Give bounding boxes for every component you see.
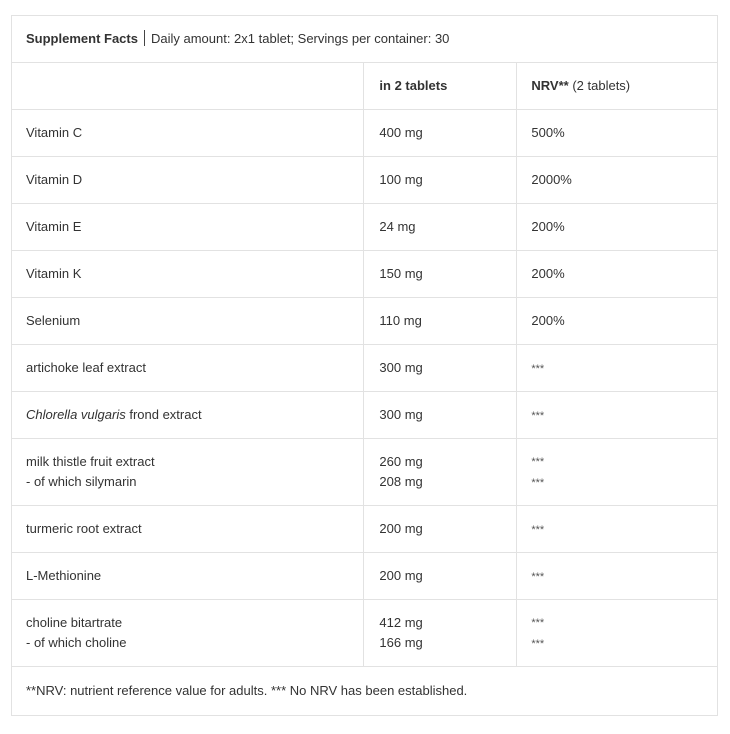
amount-value: 260 mg [379,454,423,469]
nrv-value: *** [531,456,545,468]
nrv-value: *** [531,409,545,422]
nrv-cell: 2000% [516,156,718,204]
ingredient-cell: turmeric root extract [10,505,365,553]
table-row: Vitamin C 400 mg 500% [10,109,718,157]
table-header-row: Supplement Facts Daily amount: 2x1 tablet… [11,15,718,63]
amount-cell: 110 mg [363,297,518,345]
table-row: artichoke leaf extract 300 mg *** [10,344,718,392]
amount-cell: 100 mg [363,156,518,204]
amount-cell: 150 mg [363,250,518,298]
ingredient-cell: L-Methionine [10,552,365,600]
nrv-cell: *** [516,344,718,392]
ingredient-name: choline bitartrate [26,615,123,630]
amount-cell: 200 mg [363,505,518,553]
supplement-facts-table: Supplement Facts Daily amount: 2x1 tablet… [10,15,718,716]
nrv-value: *** [531,617,545,629]
amount-value: 100 mg [379,172,423,187]
amount-value: 110 mg [379,313,422,328]
nrv-value: *** [531,477,545,489]
nrv-cell: 200% [516,203,718,251]
amount-value: 412 mg [379,615,423,630]
table-row: milk thistle fruit extract - of which sil… [10,438,718,506]
nrv-value: 200% [531,219,565,234]
nrv-cell: 200% [516,297,718,345]
nrv-cell: *** [516,505,718,553]
ingredient-name: Vitamin E [26,219,82,234]
table-subtitle: Daily amount: 2x1 tablet; Servings per c… [150,31,450,46]
ingredient-name-italic: Chlorella vulgaris [26,407,126,422]
amount-value: 166 mg [379,635,423,650]
column-header-nrv: NRV** (2 tablets) [516,62,718,110]
nrv-cell: *** [516,391,718,439]
ingredient-name: Vitamin K [26,266,82,281]
table-row: turmeric root extract 200 mg *** [10,505,718,553]
amount-cell: 300 mg [363,391,518,439]
amount-value: 24 mg [379,219,416,234]
table-caption: Supplement Facts Daily amount: 2x1 tablet… [11,15,718,63]
ingredient-name: Vitamin C [26,125,83,140]
amount-cell: 24 mg [363,203,518,251]
ingredient-cell: artichoke leaf extract [10,344,365,392]
nrv-value: *** [531,638,545,650]
ingredient-cell: Selenium [10,297,365,345]
ingredient-cell: Vitamin K [10,250,365,298]
ingredient-name: - of which choline [26,635,127,650]
column-header-amount: in 2 tablets [363,62,518,110]
footer-row: **NRV: nutrient reference value for adul… [11,666,718,716]
nrv-cell: *** *** [516,438,718,506]
column-header-row: in 2 tablets NRV** (2 tablets) [10,62,718,110]
amount-cell: 260 mg 208 mg [363,438,518,506]
amount-value: 300 mg [379,360,423,375]
nrv-value: *** [531,362,545,375]
nrv-cell: 500% [516,109,718,157]
nrv-cell: *** [516,552,718,600]
ingredient-name: milk thistle fruit extract [26,454,155,469]
table-row: Vitamin K 150 mg 200% [10,250,718,298]
amount-value: 200 mg [379,568,423,583]
table-title: Supplement Facts [26,31,138,46]
nrv-value: 200% [531,266,565,281]
nrv-value: *** [531,570,545,583]
nrv-value: 2000% [531,172,572,187]
ingredient-cell: Vitamin C [10,109,365,157]
nrv-label: NRV** [531,78,569,93]
amount-cell: 400 mg [363,109,518,157]
ingredient-cell: Vitamin D [10,156,365,204]
ingredient-name: frond extract [125,407,202,422]
ingredient-name: turmeric root extract [26,521,142,536]
amount-value: 150 mg [379,266,423,281]
column-header-ingredient [10,62,365,110]
amount-value: 400 mg [379,125,423,140]
ingredient-name: L-Methionine [26,568,102,583]
footnote: **NRV: nutrient reference value for adul… [11,666,718,716]
amount-cell: 412 mg 166 mg [363,599,518,667]
table-row: Selenium 110 mg 200% [10,297,718,345]
table-row: choline bitartrate - of which choline 412 … [10,599,718,667]
amount-value: 208 mg [379,474,423,489]
nrv-value: 500% [531,125,565,140]
ingredient-name: Vitamin D [26,172,83,187]
ingredient-cell: Chlorella vulgaris frond extract [10,391,365,439]
table-row: Chlorella vulgaris frond extract 300 mg **… [10,391,718,439]
separator [143,30,145,46]
nrv-value: *** [531,523,545,536]
table-row: Vitamin E 24 mg 200% [10,203,718,251]
ingredient-name: - of which silymarin [26,474,137,489]
nrv-cell: 200% [516,250,718,298]
amount-cell: 300 mg [363,344,518,392]
ingredient-cell: Vitamin E [10,203,365,251]
nrv-qualifier: (2 tablets) [568,78,631,93]
amount-value: 200 mg [379,521,423,536]
ingredient-cell: milk thistle fruit extract - of which sil… [10,438,365,506]
nrv-value: 200% [531,313,565,328]
amount-value: 300 mg [379,407,423,422]
amount-cell: 200 mg [363,552,518,600]
ingredient-name: Selenium [26,313,81,328]
ingredient-cell: choline bitartrate - of which choline [10,599,365,667]
ingredient-name: artichoke leaf extract [26,360,146,375]
table-row: Vitamin D 100 mg 2000% [10,156,718,204]
nrv-cell: *** *** [516,599,718,667]
table-row: L-Methionine 200 mg *** [10,552,718,600]
